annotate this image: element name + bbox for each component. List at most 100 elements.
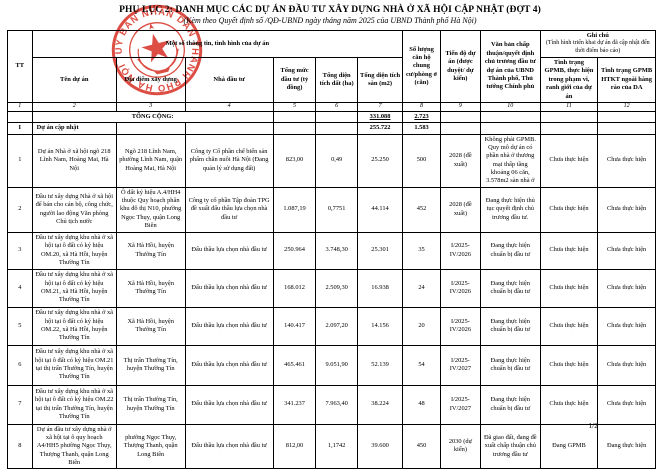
cell-units: 24 [402, 268, 441, 308]
header-location: Địa điểm xây dựng [115, 57, 186, 104]
cell-name: Đầu tư xây dựng khu nhà ở xã hội tại ô đ… [31, 344, 117, 386]
cell-units: 35 [402, 231, 441, 270]
cell-capital: 1.087,19 [272, 186, 317, 233]
cell-gpmb-scope: Chưa thực hiện [539, 306, 599, 346]
cell-land-area: 2.097,20 [315, 306, 358, 346]
cell-gpmb-htkt: Chưa thực hiện [597, 133, 656, 188]
cell-gpmb-scope: Chưa thực hiện [539, 344, 599, 386]
cell-approval: Đang thực hiện chuẩn bị đầu tư [480, 344, 541, 386]
cell-schedule: I/2025-IV/2027 [439, 344, 482, 386]
cell-gpmb-htkt: Chưa thực hiện [597, 344, 656, 386]
page-subtitle: (Kèm theo Quyết định số /QĐ-UBND ngày th… [183, 16, 477, 25]
total-units: 2.723 [402, 111, 441, 124]
header-gpmb-htkt: Tình trạng GPMB HTKT ngoài hàng rào của … [597, 57, 656, 104]
section-tt: I [7, 122, 33, 135]
empty-cell [439, 111, 482, 124]
page-title: PHỤ LỤC 2: DANH MỤC CÁC DỰ ÁN ĐẦU TƯ XÂY… [119, 5, 541, 15]
section-floor-area: 255.722 [356, 122, 404, 135]
cell-name: Đầu tư xây dựng khu nhà ở xã hội tại ô đ… [31, 306, 117, 346]
empty-cell [539, 122, 599, 135]
cell-floor-area: 25.250 [356, 133, 404, 188]
cell-land-area: 0,49 [315, 133, 358, 188]
section-row: I Dự án cập nhật 255.722 1.583 [7, 122, 656, 135]
header-note-title: Ghi chú [586, 32, 609, 39]
cell-gpmb-scope: Chưa thực hiện [539, 186, 599, 233]
projects-table: TT Một số thông tin, tình hình của dự án… [7, 29, 657, 469]
empty-cell [480, 122, 541, 135]
empty-cell [315, 122, 358, 135]
table-row: 2 Đầu tư xây dựng Nhà ở xã hội để bán cho… [7, 186, 656, 233]
header-investor: Nhà đầu tư [184, 57, 274, 104]
col-num: 1 [7, 102, 33, 113]
col-num: 6 [315, 102, 358, 113]
cell-gpmb-htkt: Đang thực hiện [597, 423, 656, 469]
cell-land-area: 7.963,40 [315, 384, 358, 425]
section-label: Dự án cập nhật [31, 122, 117, 135]
table-row: 4 Đầu tư xây dựng khu nhà ở xã hội tại ô … [7, 268, 656, 308]
header-approval: Văn bản chấp thuận/quyết định chủ trương… [480, 29, 541, 104]
header-gpmb-scope: Tình trạng GPMB, thực hiện trong phạm vi… [539, 57, 599, 104]
cell-tt: 3 [7, 231, 33, 270]
col-num: 7 [356, 102, 404, 113]
cell-capital: 812,00 [272, 423, 317, 469]
cell-tt: 5 [7, 306, 33, 346]
cell-tt: 4 [7, 268, 33, 308]
cell-name: Đầu tư xây dựng khu nhà ở xã hội tại ô đ… [31, 268, 117, 308]
cell-floor-area: 38.224 [356, 384, 404, 425]
cell-schedule: 2028 (đề xuất) [439, 186, 482, 233]
header-note-subtitle: (Tình hình triển khai dự án đã cập nhật … [545, 40, 650, 55]
cell-location: Ô đất ký hiệu A.4/HH4 thuộc Quy hoạch ph… [115, 186, 186, 233]
cell-gpmb-htkt: Chưa thực hiện [597, 268, 656, 308]
cell-floor-area: 25.301 [356, 231, 404, 270]
cell-floor-area: 14.156 [356, 306, 404, 346]
cell-schedule: 2030 (dự kiến) [439, 423, 482, 469]
cell-floor-area: 44.114 [356, 186, 404, 233]
table-row: 7 Đầu tư xây dựng khu nhà ở xã hội tại ô … [7, 384, 656, 425]
cell-tt: 2 [7, 186, 33, 233]
cell-investor: Công ty cổ phần Tập đoàn TPG đề xuất đấu… [184, 186, 274, 233]
header-note-group: Ghi chú (Tình hình triển khai dự án đã c… [539, 29, 657, 59]
cell-tt: 7 [7, 384, 33, 425]
column-number-row: 1 2 3 4 5 6 7 8 9 10 11 12 [7, 102, 656, 113]
cell-location: Xã Hà Hồi, huyện Thường Tín [115, 306, 186, 346]
empty-cell [272, 122, 317, 135]
page-number: 1/2 [588, 421, 598, 430]
header-floor-area: Tổng diện tích sàn (m2) [356, 57, 404, 104]
cell-location: Ngõ 218 Lĩnh Nam, phường Lĩnh Nam, quận … [115, 133, 186, 188]
cell-name: Dự án đầu tư xây dựng nhà ở xã hội tại ô… [31, 423, 117, 469]
cell-approval: Đang thực hiện chuẩn bị đầu tư [480, 384, 541, 425]
cell-tt: 8 [7, 423, 33, 469]
document-header: PHỤ LỤC 2: DANH MỤC CÁC DỰ ÁN ĐẦU TƯ XÂY… [0, 5, 660, 25]
table-header: TT Một số thông tin, tình hình của dự án… [7, 29, 657, 104]
col-num: 9 [439, 102, 482, 113]
cell-location: Xã Hà Hồi, huyện Thường Tín [115, 268, 186, 308]
cell-gpmb-scope: Chưa thực hiện [539, 268, 599, 308]
grand-total-row: TỔNG CỘNG: 331.088 2.723 [7, 111, 656, 124]
cell-gpmb-scope: Chưa thực hiện [539, 133, 599, 188]
empty-cell [439, 122, 482, 135]
total-label: TỔNG CỘNG: [31, 111, 274, 124]
empty-cell [539, 111, 599, 124]
cell-investor: Công ty Cổ phần chế biến sản phẩm chăn n… [184, 133, 274, 188]
col-num: 8 [402, 102, 441, 113]
table-row: 5 Đầu tư xây dựng khu nhà ở xã hội tại ô … [7, 306, 656, 346]
table-row: 6 Đầu tư xây dựng khu nhà ở xã hội tại ô … [7, 344, 656, 386]
col-num: 4 [184, 102, 274, 113]
cell-investor: Đấu thầu lựa chọn nhà đầu tư [184, 231, 274, 270]
project-rows: 1 Dự án Nhà ở xã hội ngõ 218 Lĩnh Nam, Ho… [7, 133, 656, 469]
cell-investor: Đấu thầu lựa chọn nhà đầu tư [184, 306, 274, 346]
header-name: Tên dự án [31, 57, 117, 104]
cell-tt: 1 [7, 133, 33, 188]
cell-approval: Không phải GPMB. Quy mô dự án có phần nh… [480, 133, 541, 188]
cell-schedule: I/2025-IV/2026 [439, 231, 482, 270]
cell-investor: Đấu thầu lựa chọn nhà đầu tư [184, 384, 274, 425]
cell-land-area: 2.509,30 [315, 268, 358, 308]
cell-units: 500 [402, 133, 441, 188]
cell-units: 450 [402, 423, 441, 469]
total-floor-area: 331.088 [356, 111, 404, 124]
header-schedule: Tiến độ dự án (được duyệt/ dự kiến) [439, 29, 482, 104]
empty-cell [597, 111, 656, 124]
cell-floor-area: 39.600 [356, 423, 404, 469]
cell-approval: Đã giao đất, đang đề xuất chấp thuận chủ… [480, 423, 541, 469]
cell-gpmb-htkt: Chưa thực hiện [597, 186, 656, 233]
